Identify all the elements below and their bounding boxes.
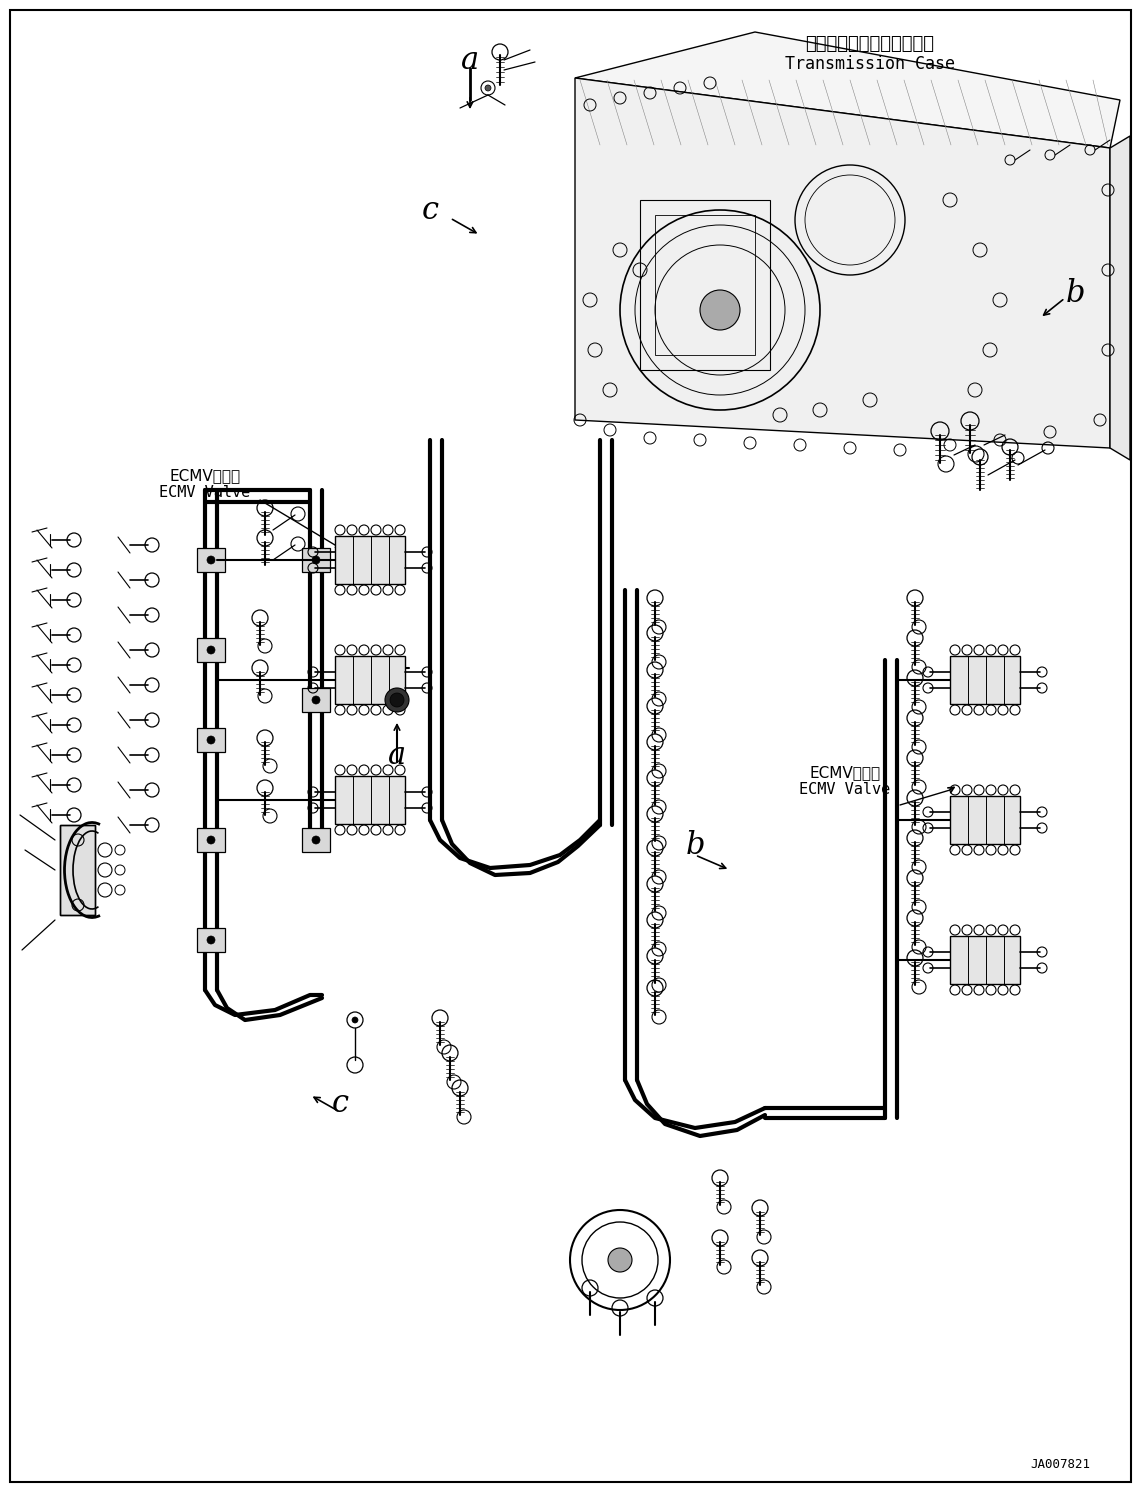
Circle shape: [207, 557, 215, 564]
Bar: [60, 825, 95, 915]
Circle shape: [207, 736, 215, 745]
Bar: [950, 797, 1020, 844]
Bar: [655, 215, 755, 355]
Bar: [640, 200, 770, 370]
Bar: [335, 776, 405, 824]
Circle shape: [608, 1247, 632, 1273]
Circle shape: [485, 85, 491, 91]
Bar: [335, 656, 405, 704]
Bar: [302, 548, 330, 571]
Circle shape: [311, 557, 319, 564]
Circle shape: [390, 692, 404, 707]
Circle shape: [353, 1018, 358, 1024]
Text: ECMVバルブ: ECMVバルブ: [809, 765, 881, 780]
Text: b: b: [686, 830, 705, 861]
Bar: [302, 828, 330, 852]
Text: Transmission Case: Transmission Case: [785, 55, 955, 73]
Circle shape: [385, 688, 408, 712]
Bar: [197, 928, 225, 952]
Bar: [950, 935, 1020, 985]
Text: ECMVバルブ: ECMVバルブ: [169, 468, 241, 483]
Bar: [950, 656, 1020, 704]
Polygon shape: [575, 31, 1120, 148]
Text: a: a: [388, 740, 406, 771]
Circle shape: [207, 646, 215, 653]
Text: JA007821: JA007821: [1030, 1458, 1090, 1471]
Bar: [60, 825, 95, 915]
Bar: [197, 828, 225, 852]
Bar: [197, 728, 225, 752]
Circle shape: [311, 695, 319, 704]
Bar: [197, 548, 225, 571]
Text: c: c: [421, 195, 438, 225]
Bar: [302, 688, 330, 712]
Polygon shape: [575, 78, 1110, 448]
Text: b: b: [1066, 278, 1085, 309]
Circle shape: [207, 935, 215, 944]
Polygon shape: [1110, 136, 1130, 460]
Bar: [197, 639, 225, 662]
Circle shape: [207, 836, 215, 844]
Text: ECMV Valve: ECMV Valve: [800, 782, 891, 797]
Text: ECMV Valve: ECMV Valve: [160, 485, 251, 500]
Circle shape: [311, 836, 319, 844]
Text: トランスミッションケース: トランスミッションケース: [806, 34, 934, 54]
Circle shape: [699, 289, 741, 330]
Text: a: a: [461, 45, 479, 76]
Bar: [335, 536, 405, 583]
Text: c: c: [331, 1088, 348, 1119]
